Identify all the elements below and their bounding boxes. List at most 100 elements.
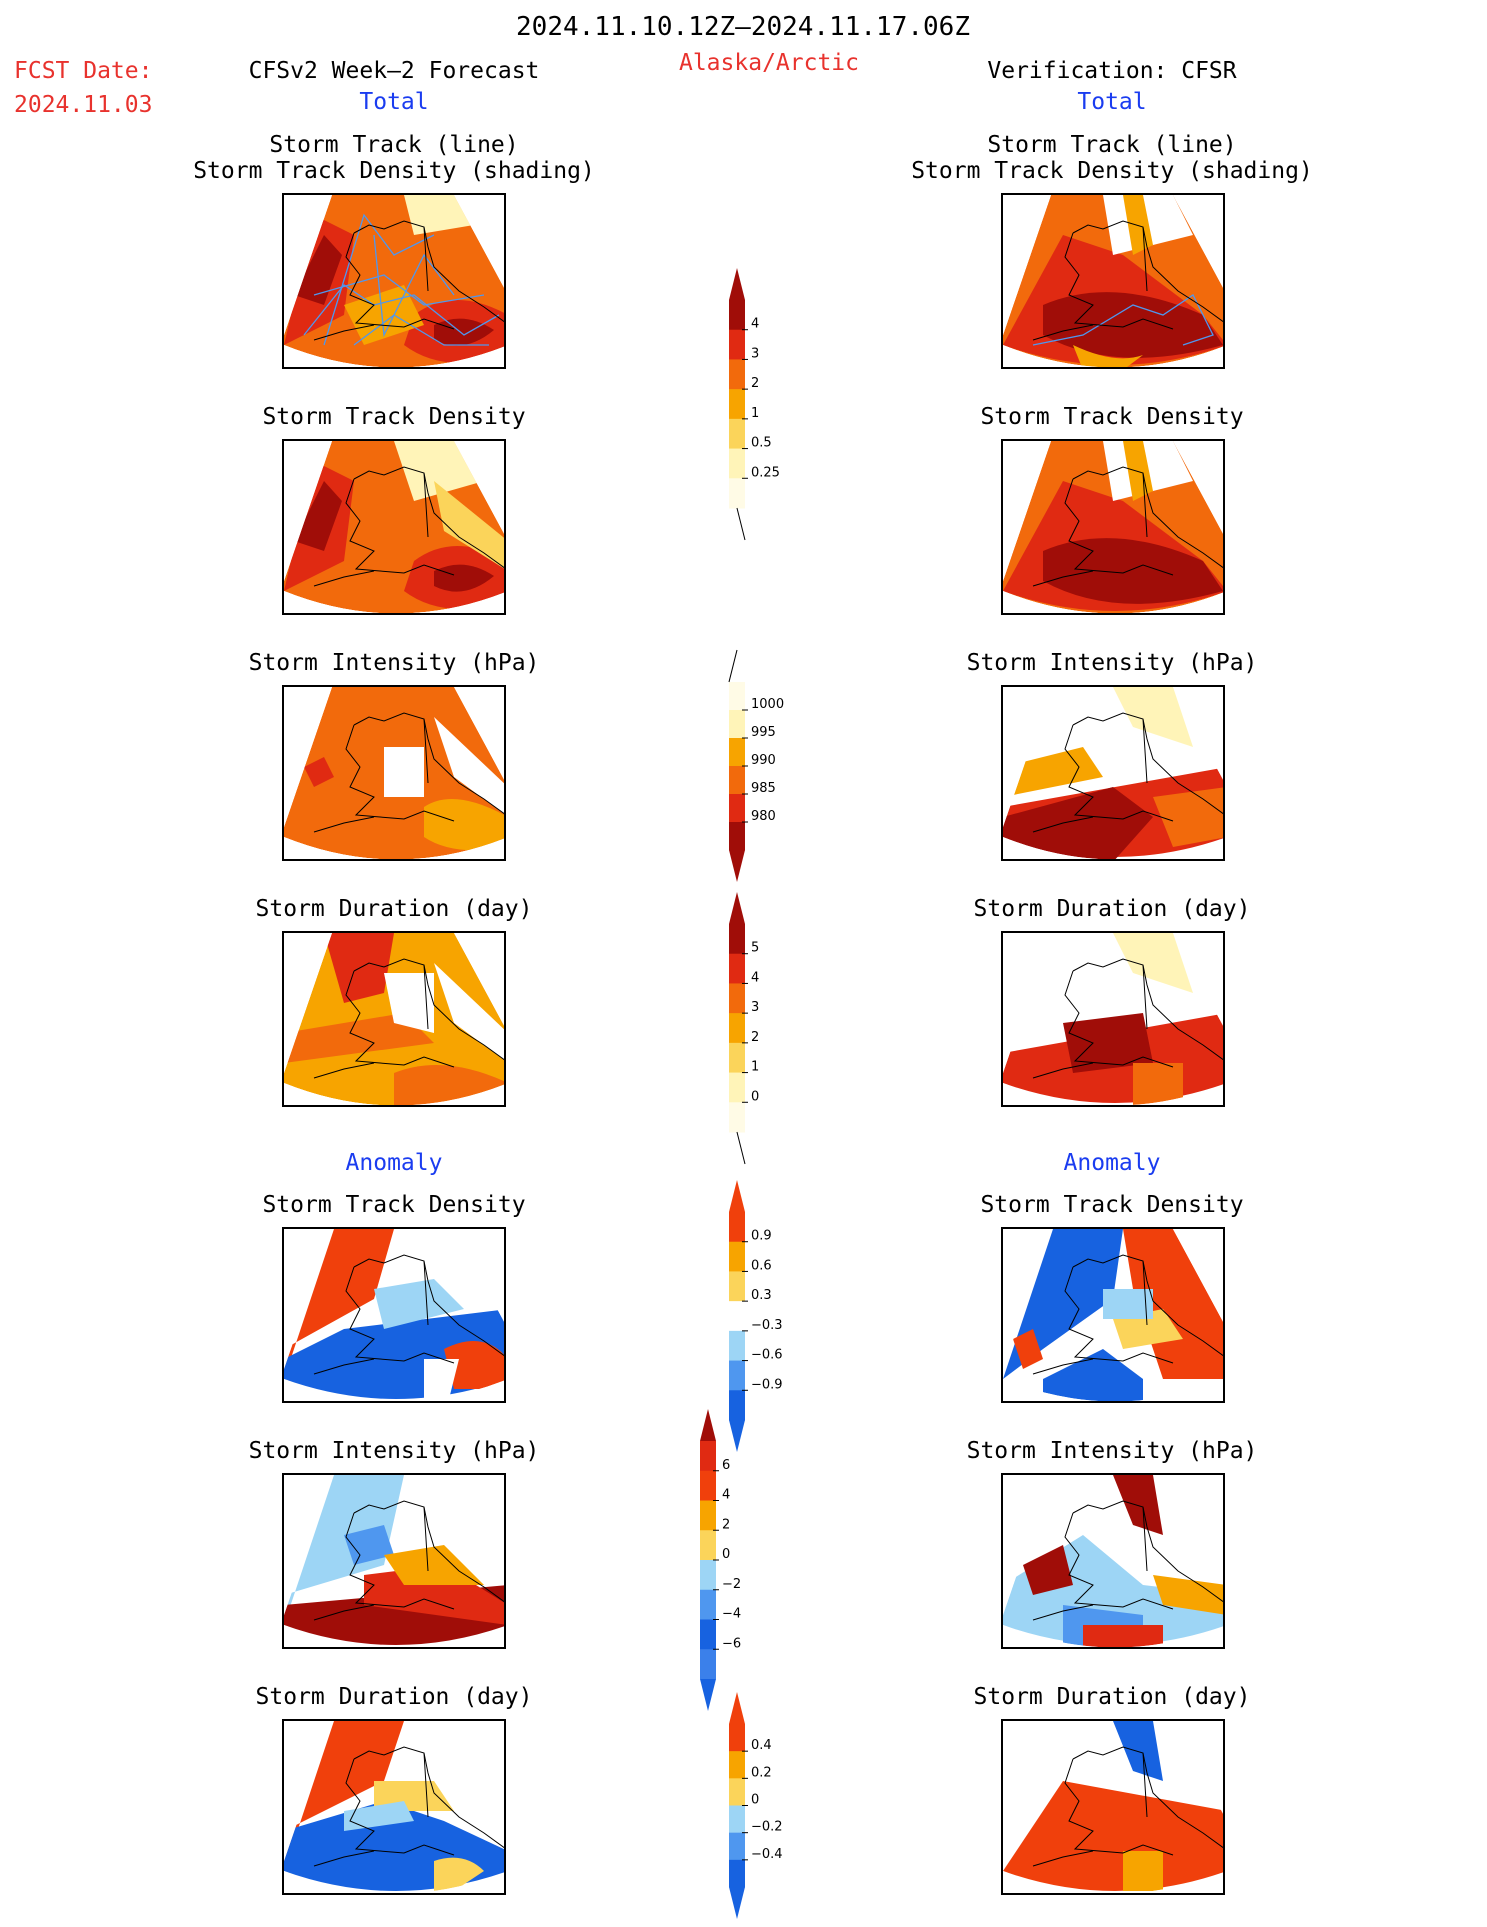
colorbar-tick-label: −2 [722, 1577, 741, 1592]
colorbar-swatch [729, 418, 745, 450]
shading-region [284, 1013, 434, 1063]
shading-region [434, 318, 494, 346]
shading-layer [284, 687, 504, 859]
shading-region [444, 1341, 504, 1389]
panel-title-track-shading-r: Storm Track Density (shading) [911, 158, 1313, 184]
shading-region [404, 195, 474, 235]
colorbar-swatch [729, 389, 745, 420]
right-anomaly-label: Anomaly [1063, 1150, 1161, 1176]
shading-region [1023, 1545, 1073, 1595]
colorbar-swatch [729, 1832, 745, 1861]
colorbar-swatch [729, 1390, 745, 1421]
map-density-anom-verification [1001, 1227, 1225, 1403]
colorbar-swatch [729, 682, 745, 711]
map-duration-anom-verification [1001, 1719, 1225, 1895]
shading-region [1003, 787, 1153, 859]
shading-region [364, 1565, 504, 1625]
shading-region [434, 481, 504, 571]
border-line [1142, 1506, 1148, 1572]
shading-region [1013, 1329, 1043, 1369]
colorbar-tick-label: 0.3 [751, 1288, 772, 1303]
colorbar-arrow-bottom [729, 850, 745, 882]
shading-region [1123, 1229, 1223, 1379]
map-svg [284, 933, 504, 1105]
outside-domain [284, 1229, 504, 1401]
border-line [1142, 964, 1148, 1030]
shading-region [284, 1475, 404, 1625]
colorbar-swatch [729, 1724, 745, 1752]
fcst-date-value: 2024.11.03 [14, 92, 153, 118]
storm-track-line [303, 284, 500, 336]
colorbar-swatch [729, 924, 745, 955]
colorbar-swatch [729, 359, 745, 390]
border-line [423, 472, 429, 538]
border-line [423, 1752, 429, 1818]
left-total-label: Total [359, 89, 429, 115]
map-svg [284, 687, 504, 859]
colorbar-swatch [729, 329, 745, 360]
shading-region [1073, 345, 1143, 367]
border-line [423, 1506, 429, 1572]
colorbar-arrow-top [728, 649, 738, 683]
map-svg [1003, 195, 1223, 367]
shading-region [434, 564, 494, 592]
coastline [1032, 1746, 1223, 1867]
storm-track-line [373, 234, 455, 338]
panel-title-intensity-r: Storm Intensity (hPa) [966, 650, 1258, 676]
shading-region [284, 1229, 394, 1379]
coastline [1032, 1500, 1223, 1621]
colorbar-arrow-bottom [700, 1679, 716, 1711]
map-density-anom-forecast [282, 1227, 506, 1403]
colorbar-density-anom: 0.9 0.6 0.3 −0.3 −0.6 −0.9 [722, 1176, 802, 1456]
colorbar-tick-label: 2 [722, 1517, 730, 1532]
colorbar-svg: 1000 995 990 985 980 [728, 649, 784, 882]
colorbar-swatch [729, 1859, 745, 1888]
colorbar-swatch [729, 766, 745, 795]
storm-track-line [313, 274, 485, 306]
coastline [313, 1746, 504, 1867]
colorbar-tick-label: 995 [751, 725, 776, 740]
shading-region [284, 1721, 404, 1871]
border-line [1142, 1260, 1148, 1326]
map-svg [1003, 1721, 1223, 1893]
region-title: Alaska/Arctic [678, 50, 860, 76]
map-svg [1003, 1475, 1223, 1647]
outside-domain [1003, 1229, 1223, 1401]
shading-layer [1003, 1229, 1223, 1401]
shading-region [424, 1359, 459, 1399]
colorbar-tick-label: 0 [751, 1089, 759, 1104]
colorbar-swatch [729, 1751, 745, 1779]
colorbar-tick-label: −4 [722, 1607, 741, 1622]
colorbar-tick-label: 6 [722, 1458, 730, 1473]
colorbar-tick-label: 985 [751, 781, 776, 796]
colorbar-svg: 0.4 0.2 0 −0.2 −0.4 [729, 1692, 783, 1919]
shading-region [394, 441, 484, 501]
panel-title-duration-anom-r: Storm Duration (day) [973, 1684, 1251, 1710]
colorbar-duration-anom: 0.4 0.2 0 −0.2 −0.4 [722, 1688, 802, 1923]
shading-region [1043, 538, 1223, 604]
shading-layer [284, 441, 504, 613]
colorbar-duration: 5 4 3 2 1 0 [722, 888, 802, 1168]
border-line [423, 964, 429, 1030]
coastline [313, 1254, 504, 1375]
shading-region [1043, 292, 1223, 358]
colorbar-arrow-bottom [729, 1887, 745, 1919]
colorbar-swatch [729, 1330, 745, 1362]
colorbar-tick-label: −0.4 [751, 1847, 783, 1862]
panel-title-track-line: Storm Track (line) [269, 132, 519, 158]
border-line [423, 1260, 429, 1326]
colorbar-tick-label: −0.2 [751, 1820, 783, 1835]
colorbar-tick-label: 2 [751, 1030, 759, 1045]
map-duration-verification [1001, 931, 1225, 1107]
shading-region [294, 235, 342, 305]
shading-region [384, 973, 434, 1033]
border-line [1142, 472, 1148, 538]
colorbar-svg: 6 4 2 0 −2 −4 −6 [700, 1409, 741, 1711]
colorbar-tick-label: 3 [751, 1000, 759, 1015]
panel-title-track-shading: Storm Track Density (shading) [193, 158, 595, 184]
shading-region [1153, 1575, 1223, 1615]
coastline [313, 712, 504, 833]
shading-layer [284, 933, 504, 1105]
map-svg [1003, 1229, 1223, 1401]
colorbar-swatch [729, 953, 745, 984]
